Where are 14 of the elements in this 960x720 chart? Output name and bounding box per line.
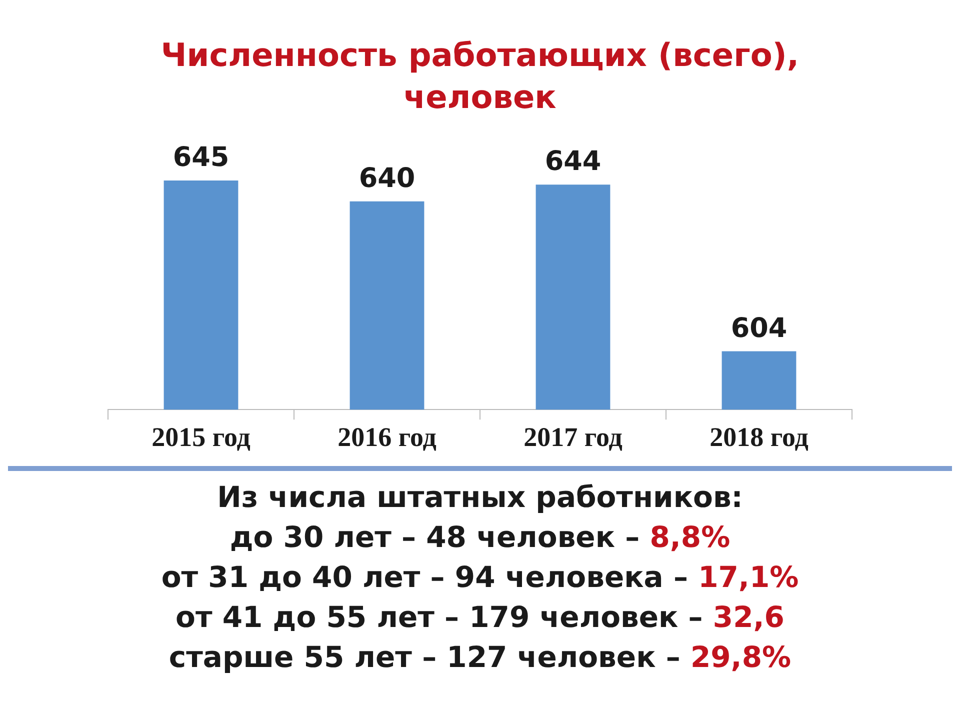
chart-title: Численность работающих (всего), человек [160,35,800,118]
annotation: до 30 лет – 48 человек – 8,8% [228,519,732,556]
annotation: от 41 до 55 лет – 179 человек – 32,6 [174,599,786,636]
data-label: 604 [730,312,788,344]
x-tick-label: 2018 год [710,422,809,452]
x-tick-label: 2016 год [338,422,437,452]
annotation: Из числа штатных работников: [216,479,744,516]
x-tick-label: 2015 год [152,422,251,452]
data-label: 644 [544,146,602,178]
annotation: от 31 до 40 лет – 94 человека – 17,1% [160,559,800,596]
annotation: старше 55 лет – 127 человек – 29,8% [168,639,792,676]
data-label: 640 [358,162,416,194]
data-label: 645 [172,142,230,173]
x-tick-label: 2017 год [524,422,623,452]
